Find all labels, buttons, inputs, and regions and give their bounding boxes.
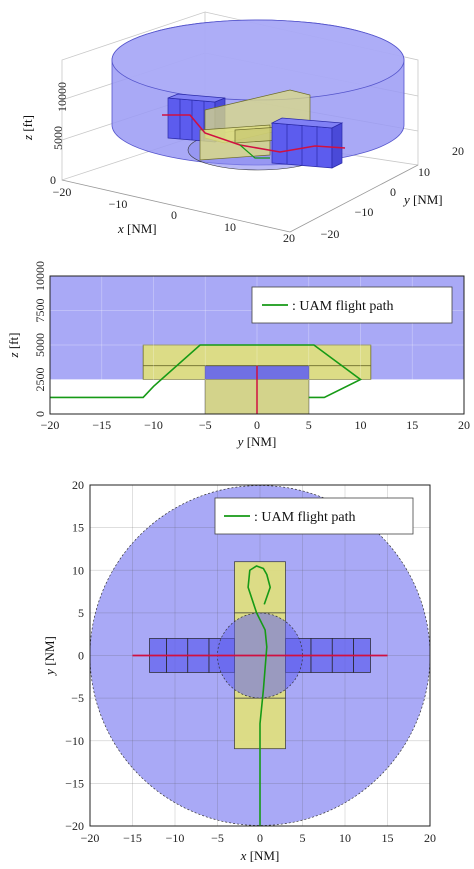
top-y-tick-label: −20 — [65, 819, 84, 833]
side-x-ticks: −20 −15 −10 −5 0 5 10 15 20 — [41, 418, 470, 432]
top-y-ticks: −20 −15 −10 −5 0 5 10 15 20 — [65, 478, 84, 833]
x-tick-label: 20 — [283, 231, 295, 245]
side-data — [50, 344, 363, 414]
y-tick-label: 10 — [418, 165, 430, 179]
side-y-tick-label: 2500 — [33, 368, 47, 392]
side-x-axis-label: y [NM] — [236, 434, 277, 449]
top-y-tick-label: 5 — [78, 606, 84, 620]
panel-top-view: −20 −15 −10 −5 0 5 10 15 20 −20−15−10−505101520 … — [42, 478, 436, 863]
top-x-tick-label: −15 — [123, 831, 142, 845]
y-tick-label: 20 — [452, 144, 464, 158]
side-y-ticks: 0 2500 5000 7500 10000 — [33, 261, 47, 417]
z-tick-label: 5000 — [51, 126, 65, 150]
3d-x-ticks: −20 −10 0 10 20 — [53, 185, 295, 245]
side-x-tick-label: −20 — [41, 418, 60, 432]
side-x-tick-label: 15 — [406, 418, 418, 432]
z-tick-label: 0 — [50, 173, 56, 187]
top-y-tick-label: −10 — [65, 734, 84, 748]
top-x-tick-label: 10 — [339, 831, 351, 845]
side-x-tick-label: 5 — [306, 418, 312, 432]
top-data — [90, 485, 430, 826]
side-uam-path — [50, 344, 363, 399]
side-x-tick-label: −10 — [144, 418, 163, 432]
x-tick-label: 10 — [224, 220, 236, 234]
top-x-tick-label: −20 — [81, 831, 100, 845]
3d-blocks-right — [270, 117, 344, 169]
side-x-tick-label: −5 — [199, 418, 212, 432]
x-tick-label: −20 — [53, 185, 72, 199]
side-y-tick-label: 0 — [33, 411, 47, 417]
top-x-axis-label: x [NM] — [240, 848, 280, 863]
top-x-tick-label: −10 — [166, 831, 185, 845]
side-y-tick-label: 10000 — [33, 261, 47, 291]
top-x-tick-label: 5 — [300, 831, 306, 845]
top-x-tick-label: 15 — [382, 831, 394, 845]
3d-uam-path — [239, 144, 270, 159]
top-y-tick-label: −5 — [71, 691, 84, 705]
side-legend-label: : UAM flight path — [292, 299, 394, 314]
y-tick-label: 0 — [390, 185, 396, 199]
y-axis-label: y [NM] — [402, 192, 443, 207]
top-y-tick-label: 10 — [72, 563, 84, 577]
side-y-axis-label: z [ft] — [6, 333, 21, 359]
side-x-tick-label: 10 — [355, 418, 367, 432]
x-tick-label: −10 — [109, 197, 128, 211]
z-tick-label: 10000 — [55, 82, 69, 112]
3d-y-ticks: −20 −10 0 10 20 — [321, 144, 464, 241]
top-legend: : UAM flight path — [214, 497, 414, 535]
z-axis-label: z [ft] — [20, 115, 35, 141]
panel-side-view: −20 −15 −10 −5 0 5 10 15 20 0 2500 5000 7500 10000 y… — [6, 261, 470, 449]
3d-z-ticks: 0 5000 10000 — [50, 82, 69, 187]
side-x-tick-label: 20 — [458, 418, 470, 432]
top-x-tick-label: 20 — [424, 831, 436, 845]
side-y-tick-label: 5000 — [33, 333, 47, 357]
x-tick-label: 0 — [171, 208, 177, 222]
top-x-tick-label: 0 — [257, 831, 263, 845]
side-x-tick-label: −15 — [92, 418, 111, 432]
side-legend: : UAM flight path — [251, 286, 453, 324]
side-y-tick-label: 7500 — [33, 299, 47, 323]
top-y-tick-label: −15 — [65, 776, 84, 790]
3d-floor-edges — [61, 164, 419, 233]
top-y-tick-label: 0 — [78, 649, 84, 663]
top-y-tick-label: 20 — [72, 478, 84, 492]
x-axis-label: x [NM] — [117, 221, 157, 236]
top-plot-frame — [89, 484, 431, 827]
panel-3d: 0 5000 10000 z [ft] −20 −10 0 10 20 x [N… — [20, 11, 464, 245]
y-tick-label: −10 — [355, 205, 374, 219]
top-uam-path — [247, 565, 272, 826]
top-x-ticks: −20 −15 −10 −5 0 5 10 15 20 — [81, 831, 436, 845]
top-y-axis-label: y [NM] — [42, 636, 57, 677]
top-legend-label: : UAM flight path — [254, 510, 356, 525]
side-plot-frame — [49, 275, 465, 415]
y-tick-label: −20 — [321, 227, 340, 241]
top-y-tick-label: 15 — [72, 521, 84, 535]
side-x-tick-label: 0 — [254, 418, 260, 432]
top-x-tick-label: −5 — [211, 831, 224, 845]
